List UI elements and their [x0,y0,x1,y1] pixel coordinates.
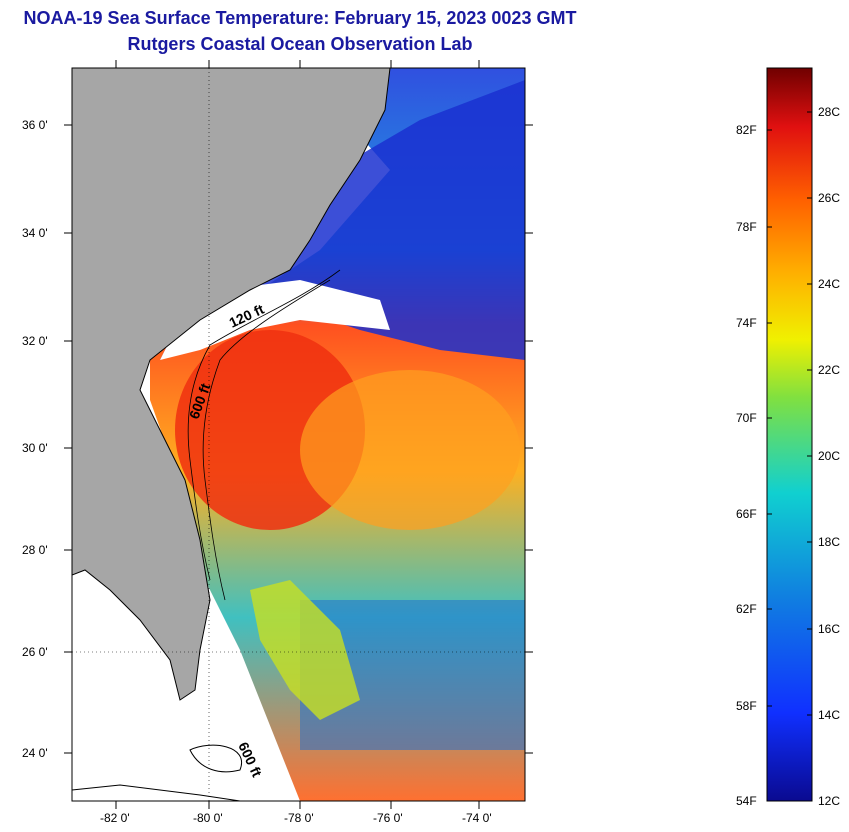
page-subtitle: Rutgers Coastal Ocean Observation Lab [127,34,473,54]
colorbar-c-label: 18C [818,535,841,549]
lat-label: 34 0' [22,226,48,240]
colorbar-c-label: 22C [818,363,841,377]
colorbar-f-label: 70F [736,411,757,425]
lon-label: -74 0' [462,811,492,825]
lon-label: -76 0' [373,811,403,825]
page-title: NOAA-19 Sea Surface Temperature: Februar… [23,8,577,28]
colorbar-f-label: 58F [736,699,757,713]
lat-label: 24 0' [22,746,48,760]
lat-label: 30 0' [22,441,48,455]
colorbar-f-label: 74F [736,316,757,330]
lon-label: -80 0' [193,811,223,825]
colorbar-c-label: 12C [818,794,841,808]
cloud-area [160,280,390,360]
lat-label: 26 0' [22,645,48,659]
bahamas-banks [250,580,360,720]
lat-label: 32 0' [22,334,48,348]
colorbar-c-label: 14C [818,708,841,722]
lat-label: 28 0' [22,543,48,557]
colorbar-f-label: 82F [736,123,757,137]
colorbar-c-label: 20C [818,449,841,463]
lon-label: -82 0' [100,811,130,825]
colorbar-c-label: 26C [818,191,841,205]
colorbar-c-label: 28C [818,105,841,119]
colorbar-f-label: 62F [736,602,757,616]
map-frame [71,67,526,802]
lon-label: -78 0' [284,811,314,825]
contour-600ft [202,279,331,601]
lat-label: 36 0' [22,118,48,132]
colorbar-f-label: 78F [736,220,757,234]
contour-120ft [187,269,341,581]
colorbar-c-label: 24C [818,277,841,291]
colorbar-c-label: 16C [818,622,841,636]
land-mass [72,68,390,700]
colorbar-f-label: 54F [736,794,757,808]
colorbar-f-label: 66F [736,507,757,521]
